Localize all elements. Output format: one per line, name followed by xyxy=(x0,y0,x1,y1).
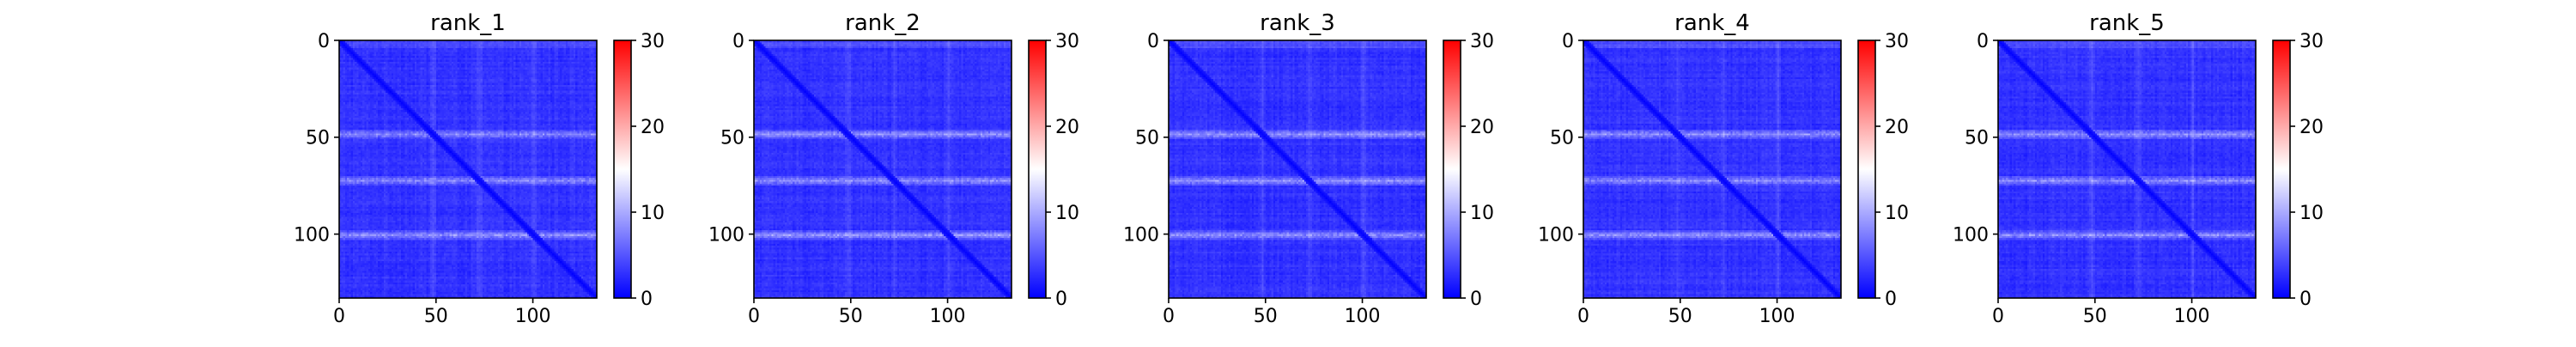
x-tick-label: 50 xyxy=(2083,306,2107,327)
x-tick-label: 100 xyxy=(515,306,551,327)
chart-title: rank_4 xyxy=(1674,10,1750,36)
heatmap-panel-3: rank_3 0 50 100 0 50 100 0 10 20 30 xyxy=(1123,10,1494,327)
colorbar-tick-label: 10 xyxy=(1885,203,1909,224)
colorbar xyxy=(1028,40,1047,299)
y-tick-label: 0 xyxy=(732,31,744,52)
x-tick-label: 100 xyxy=(1345,306,1381,327)
y-tick-label: 0 xyxy=(1147,31,1159,52)
colorbar xyxy=(1857,40,1876,299)
colorbar-tick-label: 0 xyxy=(1055,289,1067,310)
y-tick-label: 50 xyxy=(1550,128,1574,149)
colorbar-tick-label: 0 xyxy=(2300,289,2312,310)
y-tick-label: 0 xyxy=(318,31,330,52)
chart-title: rank_2 xyxy=(845,10,920,36)
heatmap-image xyxy=(1998,40,2256,298)
x-tick-label: 0 xyxy=(333,306,345,327)
y-tick-label: 100 xyxy=(708,224,744,246)
colorbar-tick-label: 30 xyxy=(1885,31,1909,52)
colorbar-tick-label: 20 xyxy=(2300,117,2324,138)
heatmap-panel-4: rank_4 0 50 100 0 50 100 0 10 20 30 xyxy=(1538,10,1909,327)
colorbar-tick-label: 0 xyxy=(641,289,653,310)
plot-frame xyxy=(1168,40,1427,299)
x-tick-label: 50 xyxy=(839,306,863,327)
colorbar-tick-label: 10 xyxy=(2300,203,2324,224)
heatmap-image xyxy=(1583,40,1841,298)
chart-title: rank_1 xyxy=(430,10,506,36)
y-tick-label: 100 xyxy=(1953,224,1989,246)
x-tick-label: 0 xyxy=(1992,306,2004,327)
colorbar-tick-label: 10 xyxy=(641,203,665,224)
colorbar-tick-label: 20 xyxy=(641,117,665,138)
y-tick-label: 50 xyxy=(1135,128,1159,149)
y-tick-label: 100 xyxy=(1538,224,1574,246)
y-tick-label: 50 xyxy=(1965,128,1989,149)
x-tick-label: 0 xyxy=(1163,306,1175,327)
x-tick-label: 0 xyxy=(1577,306,1589,327)
y-tick-label: 0 xyxy=(1977,31,1989,52)
y-tick-label: 100 xyxy=(294,224,330,246)
colorbar-tick-label: 20 xyxy=(1885,117,1909,138)
x-tick-label: 50 xyxy=(1254,306,1278,327)
colorbar-tick-label: 20 xyxy=(1470,117,1494,138)
colorbar-tick-label: 30 xyxy=(1470,31,1494,52)
x-tick-label: 100 xyxy=(2174,306,2210,327)
plot-frame xyxy=(1997,40,2257,299)
heatmap-panel-5: rank_5 0 50 100 0 50 100 0 10 20 30 xyxy=(1953,10,2324,327)
x-tick-label: 0 xyxy=(748,306,760,327)
x-tick-label: 100 xyxy=(1759,306,1795,327)
y-tick-label: 50 xyxy=(720,128,744,149)
colorbar-tick-label: 20 xyxy=(1055,117,1079,138)
y-tick-label: 0 xyxy=(1562,31,1574,52)
heatmap-image xyxy=(339,40,597,298)
x-tick-label: 50 xyxy=(1668,306,1692,327)
plot-frame xyxy=(753,40,1012,299)
heatmap-panel-1: rank_1 0 50 100 0 50 100 0 10 20 30 xyxy=(294,10,665,327)
y-tick-label: 50 xyxy=(306,128,330,149)
y-tick-label: 100 xyxy=(1123,224,1159,246)
heatmap-image xyxy=(754,40,1012,298)
colorbar xyxy=(2272,40,2291,299)
colorbar-tick-label: 0 xyxy=(1885,289,1897,310)
colorbar-tick-label: 0 xyxy=(1470,289,1482,310)
plot-frame xyxy=(338,40,598,299)
chart-title: rank_5 xyxy=(2089,10,2165,36)
x-tick-label: 100 xyxy=(930,306,966,327)
heatmap-panel-2: rank_2 0 50 100 0 50 100 0 10 20 30 xyxy=(708,10,1079,327)
colorbar-tick-label: 10 xyxy=(1470,203,1494,224)
colorbar-tick-label: 30 xyxy=(1055,31,1079,52)
heatmap-image xyxy=(1169,40,1426,298)
colorbar xyxy=(1443,40,1461,299)
colorbar xyxy=(613,40,632,299)
chart-title: rank_3 xyxy=(1260,10,1335,36)
colorbar-tick-label: 30 xyxy=(2300,31,2324,52)
x-tick-label: 50 xyxy=(424,306,448,327)
colorbar-tick-label: 10 xyxy=(1055,203,1079,224)
colorbar-tick-label: 30 xyxy=(641,31,665,52)
plot-frame xyxy=(1583,40,1842,299)
